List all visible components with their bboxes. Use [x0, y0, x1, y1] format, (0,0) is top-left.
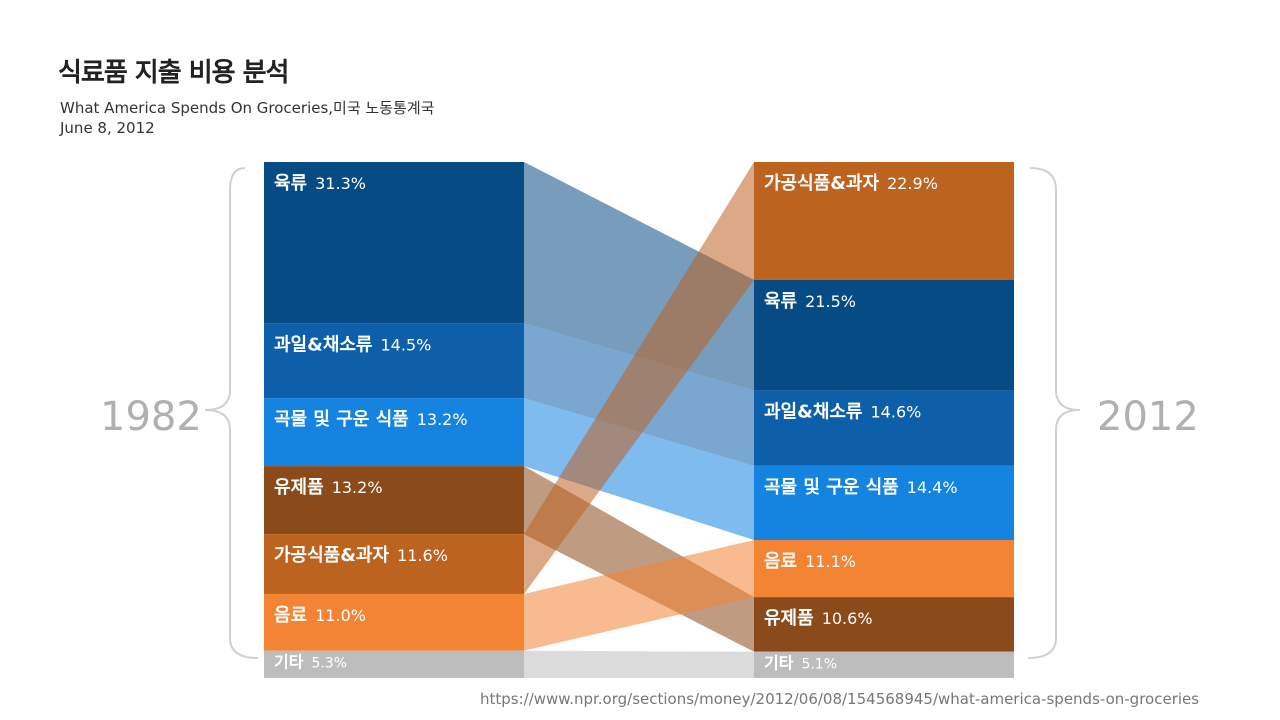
flow-bands: [524, 162, 754, 678]
right-label-grain: 곡물 및 구운 식품 14.4%: [764, 477, 958, 498]
left-bar-meat: [264, 162, 524, 324]
right-label-name-dairy: 유제품: [764, 608, 814, 629]
left-label-processed: 가공식품&과자 11.6%: [274, 545, 448, 566]
right-label-fruit: 과일&채소류 14.6%: [764, 402, 921, 423]
right-bar-processed: [754, 162, 1014, 280]
flow-band-processed: [524, 162, 754, 594]
left-bar-other: [264, 650, 524, 678]
right-label-drinks: 음료 11.1%: [764, 551, 856, 572]
right-label-pct-dairy: 10.6%: [822, 609, 873, 628]
left-label-pct-drinks: 11.0%: [315, 606, 366, 625]
right-label-pct-grain: 14.4%: [907, 478, 958, 497]
left-bar-processed: [264, 534, 524, 594]
right-label-processed: 가공식품&과자 22.9%: [764, 173, 938, 194]
right-label-name-fruit: 과일&채소류: [764, 402, 863, 423]
right-label-pct-meat: 21.5%: [805, 292, 856, 311]
right-label-other: 기타 5.1%: [764, 654, 837, 673]
segment-labels: 육류 31.3% 과일&채소류 14.5% 곡물 및 구운 식품 13.2% 유제품 13.2…: [274, 173, 958, 673]
left-bar-drinks: [264, 593, 524, 651]
right-bar-fruit: [754, 390, 1014, 466]
left-year-label: 1982: [100, 394, 202, 440]
right-stack: [754, 162, 1014, 678]
chart-date: June 8, 2012: [60, 119, 155, 137]
left-label-pct-dairy: 13.2%: [332, 478, 383, 497]
right-label-name-meat: 육류: [764, 291, 797, 312]
right-bar-grain: [754, 465, 1014, 540]
left-bar-fruit: [264, 323, 524, 399]
chart-subtitle: What America Spends On Groceries,미국 노동통계…: [60, 99, 435, 117]
left-label-fruit: 과일&채소류 14.5%: [274, 334, 431, 355]
left-label-name-fruit: 과일&채소류: [274, 334, 373, 355]
right-bar-meat: [754, 279, 1014, 391]
left-label-name-dairy: 유제품: [274, 477, 324, 498]
right-label-meat: 육류 21.5%: [764, 291, 856, 312]
right-label-dairy: 유제품 10.6%: [764, 608, 873, 629]
left-label-pct-processed: 11.6%: [397, 546, 448, 565]
flow-band-drinks: [524, 539, 754, 651]
right-label-name-grain: 곡물 및 구운 식품: [764, 477, 899, 498]
left-label-dairy: 유제품 13.2%: [274, 477, 383, 498]
chart-title: 식료품 지출 비용 분석: [58, 58, 289, 88]
left-bar-grain: [264, 398, 524, 467]
left-label-pct-meat: 31.3%: [315, 174, 366, 193]
right-label-pct-other: 5.1%: [801, 657, 837, 673]
left-brace: [204, 167, 259, 659]
left-label-meat: 육류 31.3%: [274, 173, 366, 194]
left-label-pct-other: 5.3%: [311, 656, 347, 672]
right-brace: [1027, 167, 1081, 659]
left-label-pct-fruit: 14.5%: [381, 335, 432, 354]
right-label-pct-processed: 22.9%: [887, 174, 938, 193]
right-bar-drinks: [754, 539, 1014, 598]
right-bar-dairy: [754, 597, 1014, 652]
left-label-name-meat: 육류: [274, 173, 307, 194]
left-label-pct-grain: 13.2%: [417, 410, 468, 429]
right-year-label: 2012: [1097, 394, 1199, 440]
source-url: https://www.npr.org/sections/money/2012/…: [480, 690, 1200, 708]
left-label-name-other: 기타: [274, 653, 304, 672]
left-bar-dairy: [264, 466, 524, 535]
left-label-name-drinks: 음료: [274, 605, 307, 626]
right-label-pct-drinks: 11.1%: [805, 552, 856, 571]
left-label-drinks: 음료 11.0%: [274, 605, 366, 626]
left-stack: [264, 162, 524, 678]
flow-band-grain: [524, 398, 754, 540]
left-label-name-grain: 곡물 및 구운 식품: [274, 409, 409, 430]
left-label-other: 기타 5.3%: [274, 653, 347, 672]
right-label-name-other: 기타: [764, 654, 794, 673]
left-label-grain: 곡물 및 구운 식품 13.2%: [274, 409, 468, 430]
right-bar-other: [754, 651, 1014, 678]
right-label-pct-fruit: 14.6%: [871, 403, 922, 422]
left-label-name-processed: 가공식품&과자: [274, 545, 389, 566]
right-label-name-drinks: 음료: [764, 551, 797, 572]
right-label-name-processed: 가공식품&과자: [764, 173, 879, 194]
flow-band-other: [524, 650, 754, 678]
